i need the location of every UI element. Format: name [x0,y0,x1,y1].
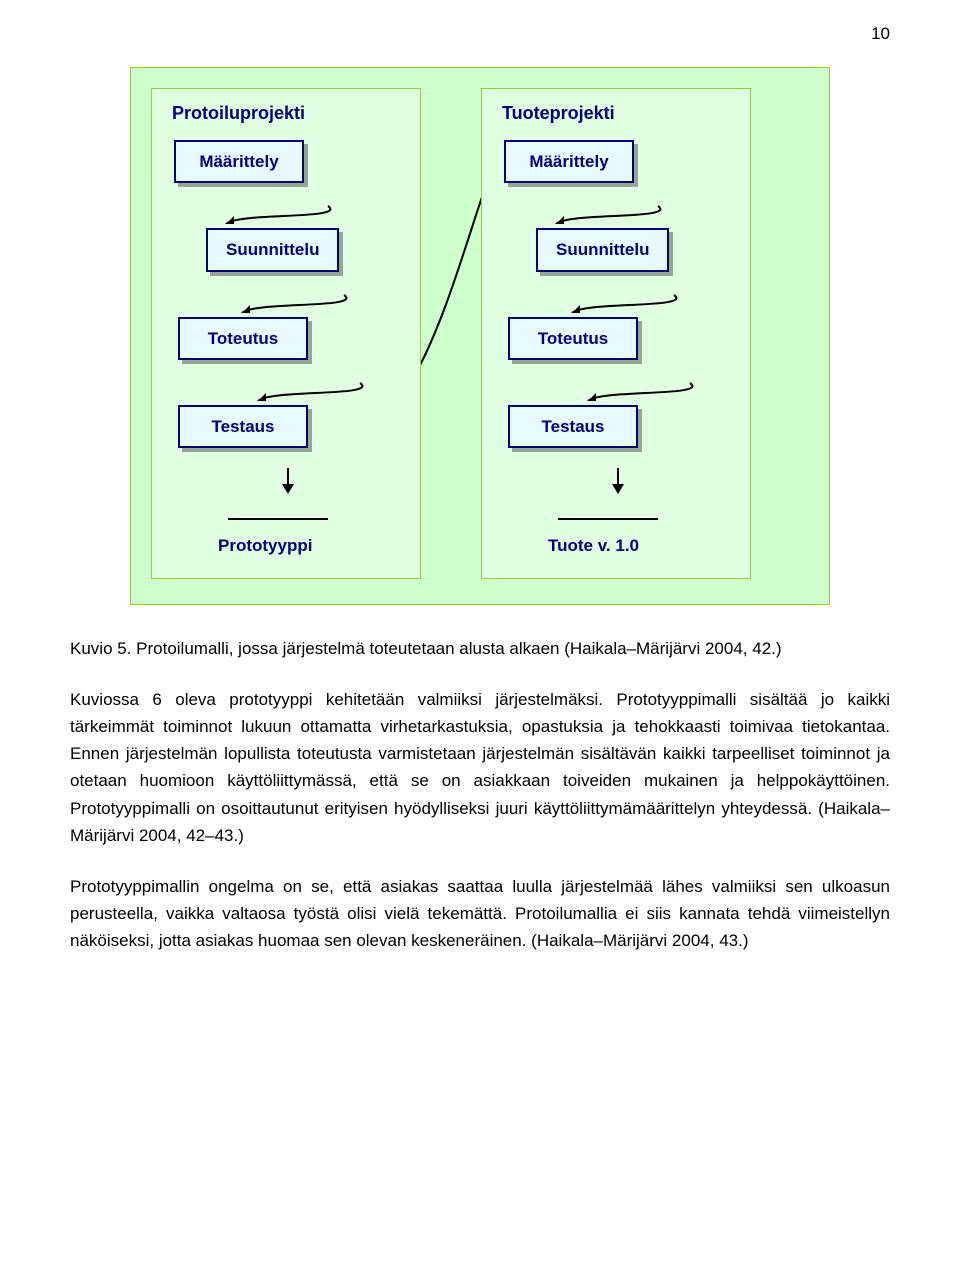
curve-arrow [524,291,734,313]
curve-arrow [194,291,404,313]
paragraph-1: Kuviossa 6 oleva prototyyppi kehitetään … [70,686,890,849]
stage-maarittely: Määrittely [174,140,304,183]
output-label: Prototyyppi [218,532,404,559]
stage-box: Testaus [178,405,404,448]
panel-protoiluprojekti: Protoiluprojekti Määrittely Suunnittelu … [151,88,421,578]
stage-testaus: Testaus [178,405,308,448]
stage-box: Määrittely [174,140,404,183]
panel-title: Tuoteprojekti [502,99,734,128]
stage-box: Testaus [508,405,734,448]
stage-box: Suunnittelu [536,228,734,271]
stage-box: Toteutus [178,317,404,360]
paragraph-2: Prototyyppimallin ongelma on se, että as… [70,873,890,955]
curve-arrow [540,379,750,401]
curve-arrow [508,202,718,224]
process-diagram: Protoiluprojekti Määrittely Suunnittelu … [130,67,830,604]
output-line [228,518,328,520]
curve-arrow [178,202,388,224]
stage-suunnittelu: Suunnittelu [206,228,339,271]
down-arrow [226,466,426,500]
output-line [558,518,658,520]
stage-toteutus: Toteutus [508,317,638,360]
stage-testaus: Testaus [508,405,638,448]
page-number: 10 [70,20,890,47]
stage-box: Määrittely [504,140,734,183]
stage-toteutus: Toteutus [178,317,308,360]
stage-maarittely: Määrittely [504,140,634,183]
figure-caption: Kuvio 5. Protoilumalli, jossa järjestelm… [70,635,890,662]
output-label: Tuote v. 1.0 [548,532,734,559]
down-arrow [556,466,756,500]
stage-box: Suunnittelu [206,228,404,271]
stage-suunnittelu: Suunnittelu [536,228,669,271]
panel-title: Protoiluprojekti [172,99,404,128]
panel-tuoteprojekti: Tuoteprojekti Määrittely Suunnittelu Tot… [481,88,751,578]
stage-box: Toteutus [508,317,734,360]
curve-arrow [210,379,420,401]
